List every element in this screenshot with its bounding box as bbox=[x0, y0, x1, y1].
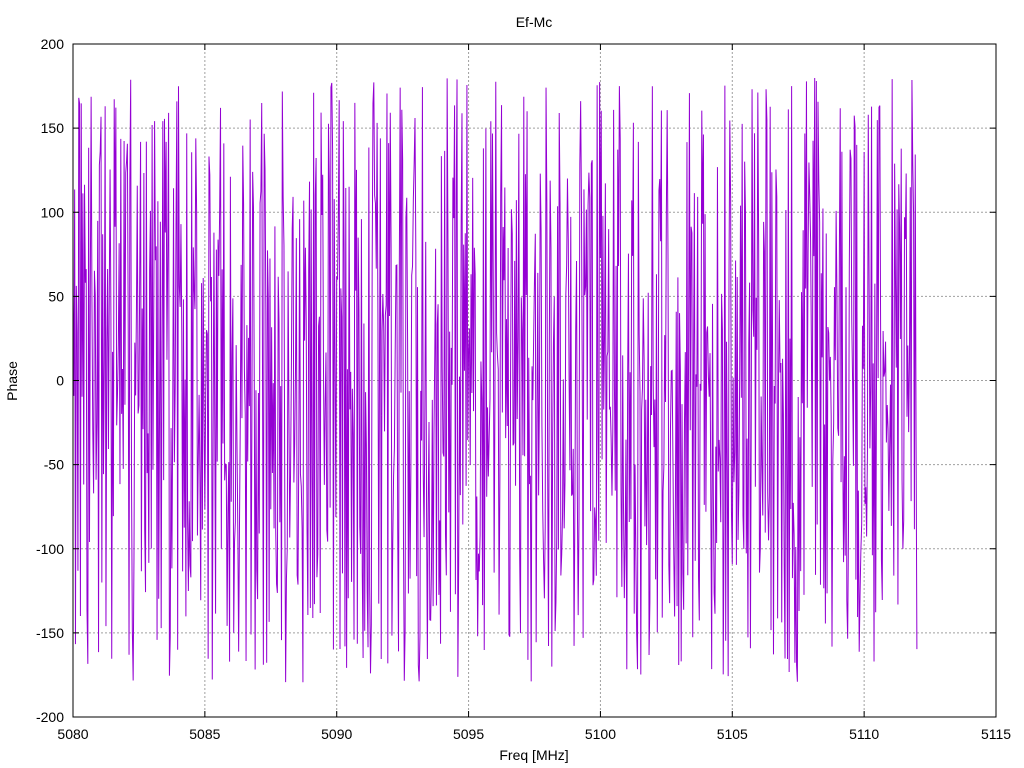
x-tick-label: 5100 bbox=[585, 726, 616, 742]
y-tick-label: 0 bbox=[56, 373, 64, 389]
x-tick-label: 5090 bbox=[321, 726, 352, 742]
chart-title: Ef-Mc bbox=[516, 14, 553, 30]
axis-ticks: 5080 5085 5090 5095 5100 5105 5110 5115 200 150 10… bbox=[36, 36, 1011, 742]
x-tick-label: 5115 bbox=[981, 726, 1011, 742]
series-line-group bbox=[72, 78, 918, 683]
series-line bbox=[72, 78, 918, 683]
x-tick-label: 5080 bbox=[57, 726, 88, 742]
y-tick-label: 50 bbox=[48, 288, 64, 304]
x-tick-label: 5085 bbox=[189, 726, 220, 742]
x-tick-label: 5095 bbox=[453, 726, 484, 742]
y-tick-label: 200 bbox=[41, 36, 65, 52]
y-tick-label: 150 bbox=[41, 120, 65, 136]
y-tick-label: 100 bbox=[41, 204, 65, 220]
x-tick-label: 5110 bbox=[849, 726, 879, 742]
y-axis-label: Phase bbox=[4, 361, 20, 401]
y-tick-label: -200 bbox=[36, 709, 64, 725]
x-axis-label: Freq [MHz] bbox=[499, 747, 568, 763]
y-tick-label: -100 bbox=[36, 541, 64, 557]
y-tick-label: -50 bbox=[44, 457, 64, 473]
y-tick-label: -150 bbox=[36, 625, 64, 641]
x-tick-label: 5105 bbox=[717, 726, 748, 742]
